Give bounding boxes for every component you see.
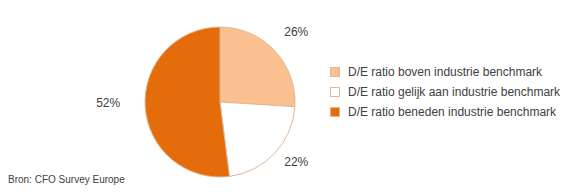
html-text:D/E ratio boven industrie benc: D/E ratio boven industrie benchmark: [348, 65, 543, 79]
svg-text:26%: 26%: [284, 25, 308, 39]
html-text:D/E ratio gelijk aan industrie: D/E ratio gelijk aan industrie benchmark: [348, 85, 561, 99]
svg-text:52%: 52%: [96, 96, 120, 110]
html-text:D/E ratio beneden industrie be: D/E ratio beneden industrie benchmark: [348, 105, 557, 119]
svg-text:22%: 22%: [284, 155, 308, 169]
html-text:Bron: CFO Survey Europe: Bron: CFO Survey Europe: [8, 174, 125, 185]
